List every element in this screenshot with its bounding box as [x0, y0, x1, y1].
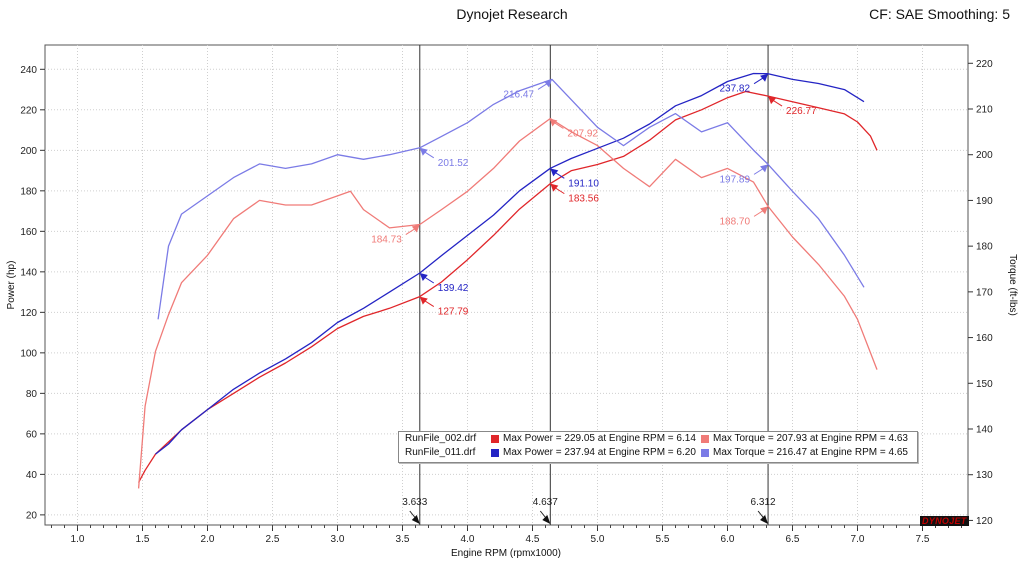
legend-power-swatch	[491, 435, 499, 443]
series-lines	[137, 72, 878, 489]
x-tick-label: 5.0	[591, 534, 605, 545]
legend-row-002: RunFile_002.drf Max Power = 229.05 at En…	[399, 432, 917, 446]
y-right-tick-label: 150	[976, 379, 993, 390]
y-left-tick-label: 60	[26, 429, 38, 440]
y-right-tick-label: 120	[976, 516, 993, 527]
y-left-tick-label: 140	[20, 267, 37, 278]
annotation-arrow-icon	[419, 147, 428, 156]
peak-annotations: 216.47 207.92 201.52 184.73 139.42 127.79 191.…	[371, 73, 817, 318]
y-left-tick-label: 40	[26, 470, 38, 481]
x-tick-label: 6.0	[721, 534, 735, 545]
y-left-tick-label: 20	[26, 510, 38, 521]
annotation-arrow-icon	[419, 273, 428, 282]
run-legend: RunFile_002.drf Max Power = 229.05 at En…	[398, 431, 918, 463]
y-left-tick-label: 200	[20, 146, 37, 157]
legend-torque-swatch	[701, 435, 709, 443]
y-left-tick-label: 80	[26, 389, 38, 400]
x-tick-label: 2.5	[266, 534, 280, 545]
x-tick-label: 1.5	[136, 534, 150, 545]
annotation-value: 216.47	[503, 89, 534, 100]
annotation-value: 237.82	[719, 84, 750, 95]
y-left-tick-label: 160	[20, 227, 37, 238]
y-right-tick-label: 220	[976, 59, 993, 70]
annotation-value: 188.70	[719, 216, 750, 227]
y-right-tick-label: 130	[976, 470, 993, 481]
y-left-tick-label: 100	[20, 348, 37, 359]
annotation-value: 127.79	[438, 307, 469, 318]
dynojet-logo: DYNOJET	[920, 516, 969, 526]
rpm-cursor-arrow-icon	[542, 515, 551, 524]
x-tick-label: 4.0	[461, 534, 475, 545]
chart-title: Dynojet Research	[456, 6, 568, 22]
annotation-arrow-icon	[760, 164, 769, 173]
annotation-value: 197.89	[719, 174, 750, 185]
y-left-tick-label: 240	[20, 65, 37, 76]
rpm-cursor-arrow-icon	[411, 515, 420, 524]
annotation-arrow-icon	[768, 96, 777, 105]
y-left-tick-label: 120	[20, 308, 37, 319]
legend-power-swatch	[491, 449, 499, 457]
y-left-tick-label: 180	[20, 186, 37, 197]
legend-max-torque: Max Torque = 207.93 at Engine RPM = 4.63	[713, 433, 908, 444]
y-axis-right-label: Torque (ft-lbs)	[1007, 254, 1018, 316]
annotation-arrow-icon	[550, 168, 559, 177]
x-tick-label: 4.5	[526, 534, 540, 545]
legend-max-power: Max Power = 237.94 at Engine RPM = 6.20	[503, 447, 696, 458]
y-axis-left-label: Power (hp)	[6, 261, 17, 310]
annotation-arrow-icon	[419, 296, 428, 305]
annotation-value: 183.56	[568, 194, 599, 205]
rpm-cursor-label: 3.633	[402, 497, 427, 508]
legend-row-011: RunFile_011.drf Max Power = 237.94 at En…	[399, 446, 917, 460]
y-right-tick-label: 180	[976, 242, 993, 253]
x-tick-label: 7.0	[851, 534, 865, 545]
series-line-power_002	[138, 90, 878, 483]
x-tick-label: 1.0	[71, 534, 85, 545]
annotation-value: 207.92	[567, 128, 598, 139]
y-right-tick-label: 140	[976, 425, 993, 436]
annotation-value: 184.73	[371, 235, 402, 246]
axis-ticks: 1.0 1.5 2.0 2.5 3.0 3.5 4.0 4.5 5.0 5.5 6.0 6.5 7.0 7…	[20, 59, 993, 545]
annotation-value: 191.10	[568, 178, 599, 189]
series-line-power_011	[155, 72, 865, 455]
rpm-cursor-label: 4.637	[533, 497, 558, 508]
rpm-cursor-arrow-icon	[760, 515, 769, 524]
rpm-cursor-label: 6.312	[751, 497, 776, 508]
x-tick-label: 7.5	[916, 534, 930, 545]
annotation-value: 201.52	[438, 158, 469, 169]
y-right-tick-label: 160	[976, 333, 993, 344]
legend-max-power: Max Power = 229.05 at Engine RPM = 6.14	[503, 433, 696, 444]
x-tick-label: 5.5	[656, 534, 670, 545]
series-line-torque_011	[157, 78, 865, 320]
x-tick-label: 3.5	[396, 534, 410, 545]
annotation-value: 139.42	[438, 283, 469, 294]
annotation-arrow-icon	[760, 73, 769, 82]
legend-file-name: RunFile_002.drf	[405, 433, 477, 444]
annotation-arrow-icon	[411, 224, 420, 233]
y-right-tick-label: 170	[976, 287, 993, 298]
x-tick-label: 3.0	[331, 534, 345, 545]
cf-smoothing-info: CF: SAE Smoothing: 5	[869, 6, 1010, 22]
annotation-value: 226.77	[786, 106, 817, 117]
legend-torque-swatch	[701, 449, 709, 457]
annotation-arrow-icon	[760, 206, 769, 215]
x-tick-label: 6.5	[786, 534, 800, 545]
x-axis-label: Engine RPM (rpmx1000)	[451, 548, 561, 559]
y-right-tick-label: 190	[976, 196, 993, 207]
annotation-arrow-icon	[544, 79, 552, 88]
y-right-tick-label: 210	[976, 105, 993, 116]
annotation-arrow-icon	[550, 183, 559, 192]
annotation-arrow-icon	[549, 118, 558, 127]
series-line-torque_002	[137, 117, 878, 489]
x-tick-label: 2.0	[201, 534, 215, 545]
legend-file-name: RunFile_011.drf	[405, 447, 476, 458]
y-right-tick-label: 200	[976, 150, 993, 161]
y-left-tick-label: 220	[20, 105, 37, 116]
legend-max-torque: Max Torque = 216.47 at Engine RPM = 4.65	[713, 447, 908, 458]
